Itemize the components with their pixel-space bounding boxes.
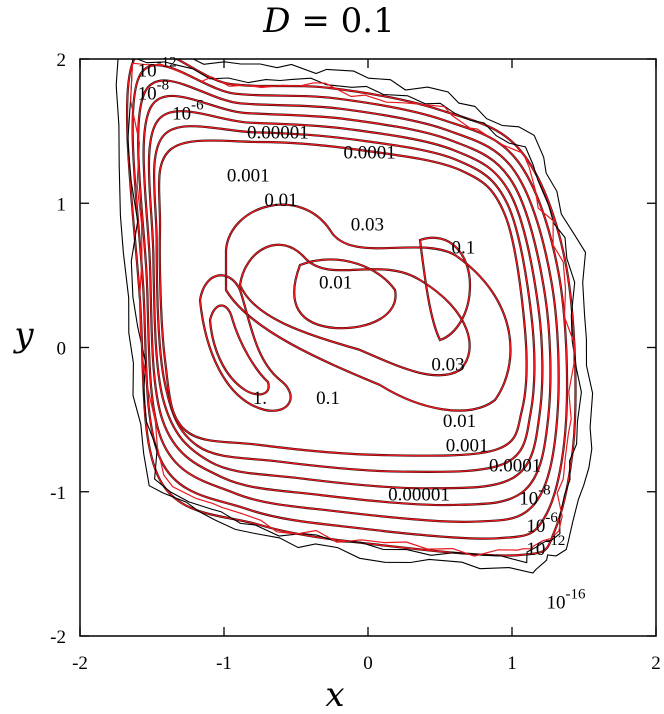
contour-label: 10-12 xyxy=(138,54,177,81)
contour-red xyxy=(131,64,568,540)
contour-label: 0.1 xyxy=(316,388,340,409)
contour-label: 0.1 xyxy=(452,238,476,259)
contour-label: 10-6 xyxy=(526,510,558,537)
contour-inner-red xyxy=(419,237,471,341)
contour-lines xyxy=(115,59,594,574)
contour-red xyxy=(153,125,536,473)
contour-label: 0.0001 xyxy=(489,456,541,477)
y-tick-label: 1 xyxy=(57,194,67,215)
axis-tick-labels: -2 -1 0 1 2 -2 -1 0 1 2 xyxy=(50,50,661,674)
contour-label-base: 10 xyxy=(172,104,191,125)
contour-noisy-black xyxy=(127,59,582,564)
contour-label: 0.01 xyxy=(264,190,297,211)
contour-label: 0.001 xyxy=(446,435,489,456)
contour-black xyxy=(157,139,528,457)
contour-red xyxy=(148,110,544,490)
contour-label: 10-6 xyxy=(172,98,204,125)
contour-label: 10-12 xyxy=(526,533,565,560)
x-tick-label: 0 xyxy=(363,653,373,674)
contour-noisy-black xyxy=(115,59,594,574)
contour-label: 0.00001 xyxy=(388,484,450,505)
contour-labels: 10-1210-810-60.000010.00010.0010.010.030… xyxy=(138,54,586,613)
contour-red xyxy=(126,59,577,557)
contour-label-base: 10 xyxy=(547,593,566,614)
contour-label: 0.0001 xyxy=(344,143,396,164)
contour-label: 0.01 xyxy=(319,272,352,293)
contour-label-base: 10 xyxy=(138,83,157,104)
contour-inner-red xyxy=(293,258,397,329)
contour-red xyxy=(158,139,528,457)
y-tick-label: -1 xyxy=(50,483,66,504)
x-tick-label: 2 xyxy=(651,653,661,674)
title-value: 0.1 xyxy=(341,1,395,41)
contour-label-exponent: -8 xyxy=(157,77,170,93)
contour-label-exponent: -8 xyxy=(538,483,551,499)
contour-noisy-red xyxy=(129,62,575,557)
contour-inner-red xyxy=(209,304,270,396)
contour-label-exponent: -6 xyxy=(545,510,558,526)
contour-label: 0.03 xyxy=(351,215,384,236)
contour-label-base: 10 xyxy=(138,60,157,81)
contour-label-base: 10 xyxy=(526,539,545,560)
y-axis-label: y xyxy=(12,315,34,355)
contour-label-exponent: -12 xyxy=(157,54,177,70)
contour-label: 1. xyxy=(253,388,267,409)
x-tick-label: -1 xyxy=(216,653,232,674)
contour-label: 10-8 xyxy=(519,483,551,510)
contour-label-exponent: -6 xyxy=(191,98,204,114)
contour-inner-red xyxy=(199,274,292,412)
contour-label: 10-8 xyxy=(138,77,170,104)
contour-red xyxy=(137,79,560,523)
chart-title: D = 0.1 xyxy=(262,1,394,41)
contour-inner-red xyxy=(225,204,512,412)
contour-label-exponent: -16 xyxy=(566,587,586,603)
contour-label-base: 10 xyxy=(519,489,538,510)
y-tick-label: 0 xyxy=(57,339,67,360)
contour-black xyxy=(147,110,544,490)
contour-label: 0.00001 xyxy=(247,122,309,143)
x-tick-label: -2 xyxy=(72,653,88,674)
contour-label-exponent: -12 xyxy=(545,533,565,549)
y-tick-label: -2 xyxy=(50,627,66,648)
contour-label: 0.01 xyxy=(443,411,476,432)
y-tick-label: 2 xyxy=(57,50,67,71)
contour-label: 10-16 xyxy=(547,587,586,614)
contour-label: 0.001 xyxy=(227,166,270,187)
x-tick-label: 1 xyxy=(507,653,517,674)
title-variable: D xyxy=(262,1,290,41)
contour-label: 0.03 xyxy=(431,355,464,376)
contour-red xyxy=(142,95,552,506)
contour-inner-red xyxy=(239,244,471,376)
axis-ticks xyxy=(79,58,657,637)
contour-label-base: 10 xyxy=(526,516,545,537)
x-axis-label: x xyxy=(325,675,344,714)
